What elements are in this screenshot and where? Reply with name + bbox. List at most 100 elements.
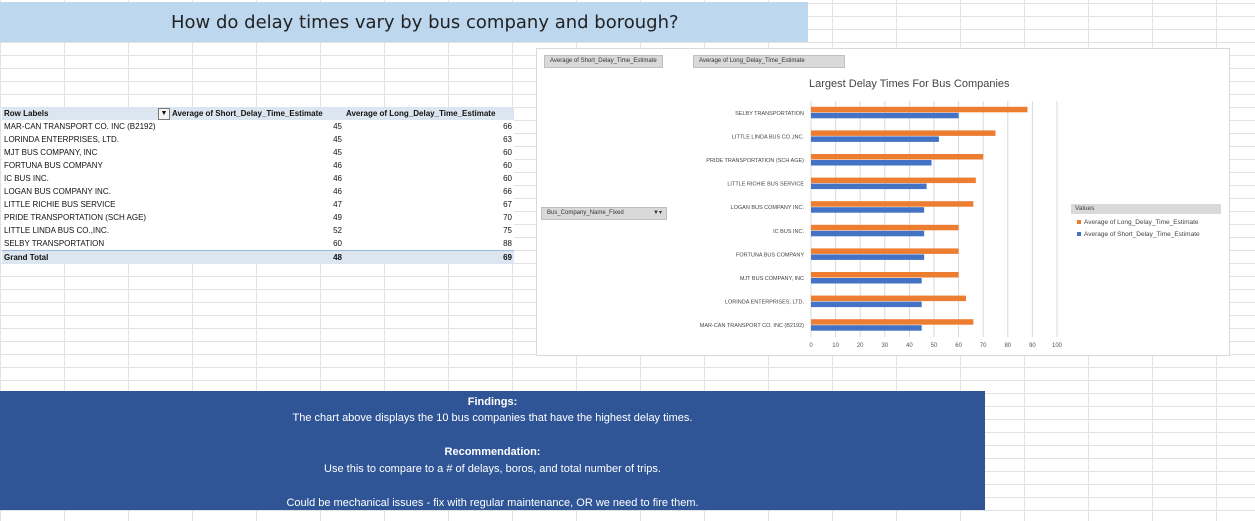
bar-long-delay (811, 154, 984, 160)
y-category-label: SELBY TRANSPORTATION (735, 111, 804, 117)
x-tick-label: 80 (1004, 343, 1011, 349)
grand-total-short: 48 (333, 253, 342, 262)
y-category-label: MAR-CAN TRANSPORT CO. INC (B2192) (700, 323, 804, 329)
bar-long-delay (811, 177, 976, 184)
bar-short-delay (811, 136, 939, 142)
bar-short-delay (811, 183, 927, 190)
legend-item-short: Average of Short_Delay_Time_Estimate (1071, 229, 1221, 241)
x-tick-label: 10 (832, 343, 839, 349)
long-delay-header: Average of Long_Delay_Time_Estimate (346, 109, 496, 118)
legend-swatch-long (1077, 220, 1081, 225)
bar-long-delay (811, 272, 959, 278)
short-delay-cell: 45 (333, 148, 342, 157)
y-category-label: PRIDE TRANSPORTATION (SCH AGE) (706, 158, 804, 164)
short-delay-header: Average of Short_Delay_Time_Estimate (172, 109, 323, 118)
table-row: LOGAN BUS COMPANY INC. 46 66 (2, 185, 514, 198)
company-cell: PRIDE TRANSPORTATION (SCH AGE) (4, 213, 147, 222)
company-cell: LORINDA ENTERPRISES, LTD. (4, 135, 119, 144)
axis-field-button[interactable]: Bus_Company_Name_Fixed ▼▾ (541, 207, 667, 220)
pivot-header-row: Row Labels ▼ Average of Short_Delay_Time… (2, 107, 514, 120)
chart-plot: 0 10 20 30 40 50 60 70 80 90 100 SELBY TRANSPORTATI… (700, 101, 1063, 349)
short-delay-field-button[interactable]: Average of Short_Delay_Time_Estimate (544, 55, 663, 68)
chart-title: Largest Delay Times For Bus Companies (809, 78, 1010, 90)
long-delay-cell: 66 (503, 187, 512, 196)
long-delay-cell: 88 (503, 239, 512, 248)
pivot-table[interactable]: Row Labels ▼ Average of Short_Delay_Time… (2, 107, 514, 264)
x-tick-label: 100 (1052, 343, 1063, 349)
row-labels-header: Row Labels (4, 109, 49, 118)
bar-long-delay (811, 130, 996, 136)
sheet-title: How do delay times vary by bus company a… (171, 12, 679, 33)
bar-short-delay (811, 254, 925, 260)
short-delay-cell: 46 (333, 187, 342, 196)
company-cell: LITTLE LINDA BUS CO.,INC. (4, 226, 109, 235)
bar-long-delay (811, 319, 974, 325)
y-category-label: LORINDA ENTERPRISES, LTD. (725, 300, 805, 306)
recommendation-heading: Recommendation: (444, 446, 541, 458)
grand-total-label: Grand Total (4, 253, 49, 262)
y-category-label: MJT BUS COMPANY, INC (740, 276, 804, 282)
y-category-label: IC BUS INC. (773, 229, 804, 235)
filter-icon[interactable]: ▼ (158, 108, 170, 120)
short-delay-cell: 49 (333, 213, 342, 222)
table-row: LORINDA ENTERPRISES, LTD. 45 63 (2, 133, 514, 146)
table-row: MAR-CAN TRANSPORT CO. INC (B2192) 45 66 (2, 120, 514, 133)
legend-swatch-short (1077, 232, 1081, 237)
bar-short-delay (811, 301, 922, 308)
short-delay-cell: 46 (333, 161, 342, 170)
company-cell: MAR-CAN TRANSPORT CO. INC (B2192) (4, 122, 156, 131)
x-tick-label: 20 (857, 343, 864, 349)
findings-heading: Findings: (467, 396, 518, 408)
pivot-body: MAR-CAN TRANSPORT CO. INC (B2192) 45 66 LOR… (2, 120, 514, 250)
legend-label-long: Average of Long_Delay_Time_Estimate (1084, 219, 1199, 226)
long-delay-cell: 75 (503, 226, 512, 235)
findings-box: Findings: The chart above displays the 1… (0, 391, 985, 510)
bar-short-delay (811, 207, 925, 213)
table-row: LITTLE LINDA BUS CO.,INC. 52 75 (2, 224, 514, 237)
bar-short-delay (811, 230, 925, 237)
bar-long-delay (811, 295, 966, 302)
company-cell: LITTLE RICHIE BUS SERVICE (4, 200, 116, 209)
findings-text: The chart above displays the 10 bus comp… (292, 412, 693, 424)
company-cell: LOGAN BUS COMPANY INC. (4, 187, 111, 196)
table-row: LITTLE RICHIE BUS SERVICE 47 67 (2, 198, 514, 211)
axis-field-label: Bus_Company_Name_Fixed (547, 210, 624, 216)
table-row: IC BUS INC. 46 60 (2, 172, 514, 185)
table-row: PRIDE TRANSPORTATION (SCH AGE) 49 70 (2, 211, 514, 224)
long-delay-field-button[interactable]: Average of Long_Delay_Time_Estimate (693, 55, 845, 68)
long-delay-cell: 60 (503, 161, 512, 170)
y-category-label: FORTUNA BUS COMPANY (736, 252, 804, 258)
long-delay-cell: 70 (503, 213, 512, 222)
bar-long-delay (811, 106, 1028, 113)
x-tick-label: 90 (1029, 343, 1036, 349)
short-delay-cell: 46 (333, 174, 342, 183)
x-tick-label: 0 (809, 343, 813, 349)
bar-short-delay (811, 278, 922, 284)
bar-long-delay (811, 201, 974, 207)
legend-item-long: Average of Long_Delay_Time_Estimate (1071, 217, 1221, 229)
x-tick-label: 30 (881, 343, 888, 349)
grand-total-row: Grand Total 48 69 (2, 250, 514, 264)
grand-total-long: 69 (503, 253, 512, 262)
long-delay-cell: 66 (503, 122, 512, 131)
x-tick-label: 70 (980, 343, 987, 349)
bar-short-delay (811, 325, 922, 331)
company-cell: MJT BUS COMPANY, INC (4, 148, 98, 157)
bar-long-delay (811, 248, 959, 254)
y-category-label: LOGAN BUS COMPANY INC. (731, 205, 805, 211)
table-row: FORTUNA BUS COMPANY 46 60 (2, 159, 514, 172)
company-cell: IC BUS INC. (4, 174, 49, 183)
y-category-label: LITTLE RICHIE BUS SERVICE (727, 182, 804, 188)
findings-note: Could be mechanical issues - fix with re… (286, 497, 699, 509)
pivot-chart[interactable]: Average of Short_Delay_Time_Estimate Ave… (536, 48, 1230, 356)
short-delay-cell: 60 (333, 239, 342, 248)
bar-long-delay (811, 224, 959, 231)
long-delay-cell: 67 (503, 200, 512, 209)
long-delay-cell: 63 (503, 135, 512, 144)
x-tick-label: 60 (955, 343, 962, 349)
table-row: SELBY TRANSPORTATION 60 88 (2, 237, 514, 250)
chart-legend: Values Average of Long_Delay_Time_Estima… (1071, 204, 1221, 241)
legend-label-short: Average of Short_Delay_Time_Estimate (1084, 231, 1200, 238)
legend-title: Values (1071, 204, 1221, 214)
short-delay-cell: 45 (333, 135, 342, 144)
